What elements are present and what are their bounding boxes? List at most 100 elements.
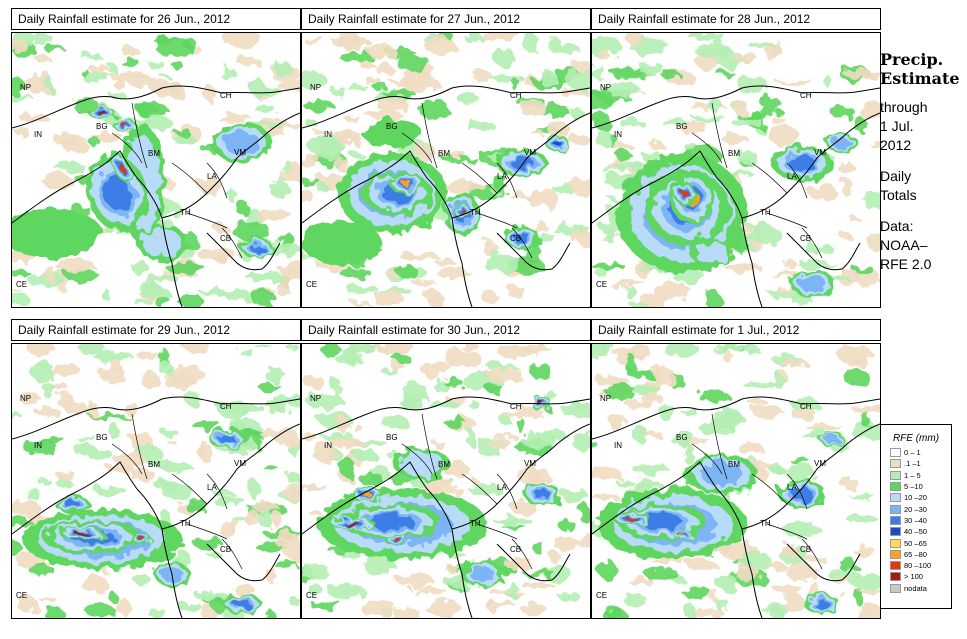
legend-swatch	[890, 448, 901, 458]
country-label: NP	[20, 83, 31, 92]
legend-swatch	[890, 561, 901, 571]
legend-item: 80 –100	[881, 560, 951, 571]
country-label: CE	[306, 280, 317, 289]
country-label: TH	[470, 519, 481, 528]
side-caption: Precip. Estimate through 1 Jul. 2012 Dai…	[880, 50, 966, 274]
panel-title: Daily Rainfall estimate for 26 Jun., 201…	[11, 8, 301, 30]
rainfall-map-canvas: NP IN BG BM CH VM LA TH CB CE	[302, 344, 590, 618]
legend-label: 50 –65	[904, 538, 927, 548]
country-label: IN	[34, 130, 42, 139]
rainfall-map: NP IN BG BM CH VM LA TH CB CE	[591, 32, 881, 308]
country-label: CE	[16, 591, 27, 600]
legend-swatch	[890, 549, 901, 559]
country-label: IN	[34, 441, 42, 450]
country-label: BG	[386, 433, 398, 442]
country-label: CH	[800, 91, 812, 100]
legend-label: 20 –30	[904, 504, 927, 514]
caption-data-line2: NOAA–	[880, 237, 928, 253]
legend-item: 1 – 5	[881, 470, 951, 481]
legend-label: 65 –80	[904, 549, 927, 559]
rainfall-map-canvas: NP IN BG BM CH VM LA TH CB CE	[592, 33, 880, 307]
panel-title: Daily Rainfall estimate for 29 Jun., 201…	[11, 319, 301, 341]
legend-label: 30 –40	[904, 515, 927, 525]
country-label: CB	[510, 234, 521, 243]
rainfall-map: NP IN BG BM CH VM LA TH CB CE	[11, 343, 301, 619]
country-label: BG	[676, 433, 688, 442]
country-label: LA	[497, 483, 507, 492]
country-label: IN	[614, 130, 622, 139]
caption-title-line1: Precip.	[880, 50, 944, 69]
panel-title: Daily Rainfall estimate for 30 Jun., 201…	[301, 319, 591, 341]
country-label: CE	[306, 591, 317, 600]
country-label: VM	[524, 459, 536, 468]
country-label: CE	[16, 280, 27, 289]
country-label: TH	[180, 519, 191, 528]
legend-swatch	[890, 527, 901, 537]
country-label: IN	[614, 441, 622, 450]
country-label: CE	[596, 280, 607, 289]
country-label: LA	[787, 483, 797, 492]
legend-item: 20 –30	[881, 503, 951, 514]
country-label: BM	[728, 460, 740, 469]
country-label: CE	[596, 591, 607, 600]
rainfall-map: NP IN BG BM CH VM LA TH CB CE	[591, 343, 881, 619]
rainfall-map: NP IN BG BM CH VM LA TH CB CE	[301, 343, 591, 619]
country-label: BM	[728, 149, 740, 158]
caption-data-line1: Data:	[880, 218, 914, 234]
country-label: CB	[800, 545, 811, 554]
rainfall-map: NP IN BG BM CH VM LA TH CB CE	[11, 32, 301, 308]
country-label: TH	[470, 208, 481, 217]
legend-item: 5 –10	[881, 481, 951, 492]
legend-label: 5 –10	[904, 482, 923, 492]
country-label: TH	[760, 519, 771, 528]
country-label: CH	[510, 91, 522, 100]
country-label: CB	[220, 545, 231, 554]
legend-swatch	[890, 482, 901, 492]
country-label: VM	[524, 148, 536, 157]
caption-title-line2: Estimate	[880, 69, 960, 88]
legend-swatch	[890, 459, 901, 469]
legend-label: 40 –50	[904, 527, 927, 537]
country-label: VM	[814, 148, 826, 157]
country-label: LA	[207, 483, 217, 492]
country-label: BM	[438, 149, 450, 158]
legend-swatch	[890, 515, 901, 525]
country-label: CB	[220, 234, 231, 243]
country-label: IN	[324, 441, 332, 450]
country-label: BG	[96, 122, 108, 131]
country-label: LA	[207, 172, 217, 181]
country-label: TH	[760, 208, 771, 217]
legend-item: 10 –20	[881, 492, 951, 503]
country-label: TH	[180, 208, 191, 217]
legend-label: 80 –100	[904, 561, 932, 571]
country-label: BM	[148, 460, 160, 469]
country-label: LA	[787, 172, 797, 181]
country-label: VM	[234, 148, 246, 157]
legend-swatch	[890, 583, 901, 593]
country-label: CH	[510, 402, 522, 411]
country-label: CH	[800, 402, 812, 411]
country-label: CB	[800, 234, 811, 243]
country-label: NP	[310, 83, 321, 92]
country-label: BG	[386, 122, 398, 131]
rainfall-map-canvas: NP IN BG BM CH VM LA TH CB CE	[302, 33, 590, 307]
legend-item: 40 –50	[881, 526, 951, 537]
legend-label: nodata	[904, 583, 927, 593]
country-label: VM	[814, 459, 826, 468]
rainfall-legend: RFE (mm) 0 – 1.1 –1 1 – 5 5 –10 10 –20 20 –3…	[880, 424, 952, 609]
legend-item: 0 – 1	[881, 447, 951, 458]
caption-data-line3: RFE 2.0	[880, 256, 932, 272]
legend-item: 50 –65	[881, 537, 951, 548]
rainfall-map-canvas: NP IN BG BM CH VM LA TH CB CE	[592, 344, 880, 618]
caption-date-line1: 1 Jul.	[880, 118, 914, 134]
country-label: NP	[20, 394, 31, 403]
legend-label: 0 – 1	[904, 448, 921, 458]
country-label: VM	[234, 459, 246, 468]
legend-swatch	[890, 504, 901, 514]
legend-title: RFE (mm)	[892, 433, 940, 444]
legend-swatch	[890, 572, 901, 582]
country-label: NP	[600, 83, 611, 92]
caption-date-line2: 2012	[880, 137, 912, 153]
country-label: CB	[510, 545, 521, 554]
legend-item: 65 –80	[881, 549, 951, 560]
